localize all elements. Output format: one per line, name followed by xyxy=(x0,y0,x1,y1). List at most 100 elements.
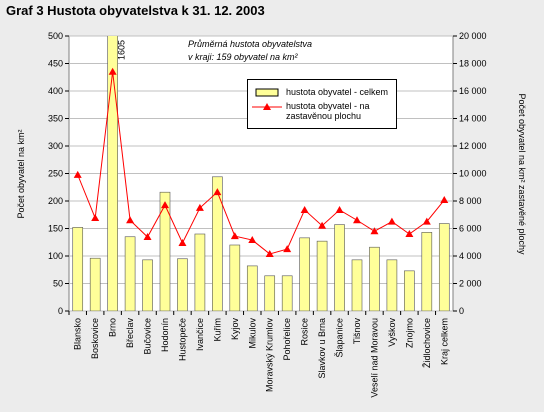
y2-tick-label: 10 000 xyxy=(459,169,487,179)
marker xyxy=(335,205,344,213)
bar xyxy=(369,246,380,311)
bar xyxy=(194,233,206,311)
marker xyxy=(405,230,414,237)
y2-tick-label: 20 000 xyxy=(459,31,487,41)
y-tick-label: 450 xyxy=(48,59,63,69)
y-tick-label: 300 xyxy=(48,141,63,151)
x-tick-label: Boskovice xyxy=(90,318,100,359)
marker xyxy=(161,201,169,209)
bar xyxy=(386,259,398,311)
y-tick-label: 400 xyxy=(48,86,63,96)
x-tick-label: Kraj celkem xyxy=(439,318,449,365)
y2-axis-label: Počet obyvatel na km² zastavěné plochy xyxy=(517,93,527,255)
bar xyxy=(264,275,276,311)
x-tick-label: Znojmo xyxy=(404,318,414,348)
bar xyxy=(281,275,293,311)
legend-item: hustota obyvatel - na zastavěnou plochu xyxy=(252,101,392,121)
x-tick-label: Tišnov xyxy=(352,318,362,345)
marker xyxy=(195,203,204,211)
y-axis-label: Počet obyvatel na km² xyxy=(16,129,26,218)
marker xyxy=(73,170,82,178)
legend-key xyxy=(252,103,282,110)
bar xyxy=(124,236,136,311)
legend-label: hustota obyvatel - celkem xyxy=(286,87,389,97)
marker xyxy=(248,236,257,244)
x-tick-label: Pohořelice xyxy=(282,318,292,361)
bar xyxy=(351,259,363,311)
y-tick-label: 200 xyxy=(48,196,63,206)
bar xyxy=(212,176,223,311)
x-tick-label: Břeclav xyxy=(125,318,135,349)
chart-title: Graf 3 Hustota obyvatelstva k 31. 12. 20… xyxy=(6,3,265,18)
bar xyxy=(421,232,433,311)
y-tick-label: 0 xyxy=(58,306,63,316)
x-tick-label: Mikulov xyxy=(247,318,257,349)
y2-tick-label: 16 000 xyxy=(459,86,487,96)
x-tick-label: Bučovice xyxy=(143,318,153,355)
bar xyxy=(159,191,171,311)
bar xyxy=(334,224,345,311)
marker xyxy=(283,245,292,253)
x-tick-label: Veselí nad Moravou xyxy=(369,318,379,398)
y2-tick-label: 8 000 xyxy=(459,196,482,206)
marker xyxy=(318,221,327,229)
x-tick-label: Blansko xyxy=(73,318,83,350)
y2-tick-label: 0 xyxy=(459,306,464,316)
y-tick-label: 500 xyxy=(48,31,63,41)
legend-swatch xyxy=(255,88,279,97)
x-tick-label: Hustopeče xyxy=(177,318,187,361)
x-tick-label: Brno xyxy=(108,318,118,337)
y2-tick-label: 4 000 xyxy=(459,251,482,261)
y2-tick-label: 12 000 xyxy=(459,141,487,151)
y-tick-label: 250 xyxy=(48,169,63,179)
bar xyxy=(72,227,84,311)
bar xyxy=(142,259,153,311)
x-tick-label: Židlochovice xyxy=(422,318,432,368)
value-label: 1605 xyxy=(117,40,127,60)
bar xyxy=(316,240,328,311)
y-tick-label: 350 xyxy=(48,114,63,124)
bar xyxy=(246,265,258,311)
y2-tick-label: 6 000 xyxy=(459,224,482,234)
marker xyxy=(178,238,187,246)
marker xyxy=(230,232,239,240)
annotation: v kraji: 159 obyvatel na km² xyxy=(188,52,299,62)
x-tick-label: Slavkov u Brna xyxy=(317,318,327,379)
x-tick-label: Rosice xyxy=(300,318,310,346)
bar xyxy=(404,270,415,311)
annotation: Průměrná hustota obyvatelstva xyxy=(188,39,312,49)
bar xyxy=(229,244,241,311)
x-tick-label: Vyškov xyxy=(387,318,397,347)
plot-clip xyxy=(72,36,450,311)
marker xyxy=(213,188,222,196)
x-tick-label: Šlapanice xyxy=(335,318,345,358)
legend-label: hustota obyvatel - na zastavěnou plochu xyxy=(286,101,370,121)
y2-tick-label: 2 000 xyxy=(459,279,482,289)
marker xyxy=(265,249,274,257)
y-tick-label: 150 xyxy=(48,224,63,234)
marker xyxy=(108,67,117,75)
marker xyxy=(126,216,135,224)
marker xyxy=(300,205,309,213)
marker xyxy=(370,227,379,235)
bar xyxy=(177,258,188,311)
marker xyxy=(143,233,152,241)
bar xyxy=(89,257,101,311)
bar xyxy=(107,36,118,311)
legend-key xyxy=(255,88,279,97)
y2-tick-label: 18 000 xyxy=(459,59,487,69)
legend: hustota obyvatel - celkem hustota obyvat… xyxy=(247,79,397,129)
legend-item: hustota obyvatel - celkem xyxy=(252,87,392,98)
y-tick-label: 100 xyxy=(48,251,63,261)
marker xyxy=(353,216,361,224)
x-tick-label: Moravský Krumlov xyxy=(265,318,275,393)
x-tick-label: Ivančice xyxy=(195,318,205,351)
line xyxy=(77,71,445,255)
x-tick-label: Kuřim xyxy=(212,318,222,342)
bar xyxy=(299,237,310,311)
marker xyxy=(91,214,100,222)
x-tick-label: Kyjov xyxy=(230,318,240,341)
y-tick-label: 50 xyxy=(53,279,63,289)
